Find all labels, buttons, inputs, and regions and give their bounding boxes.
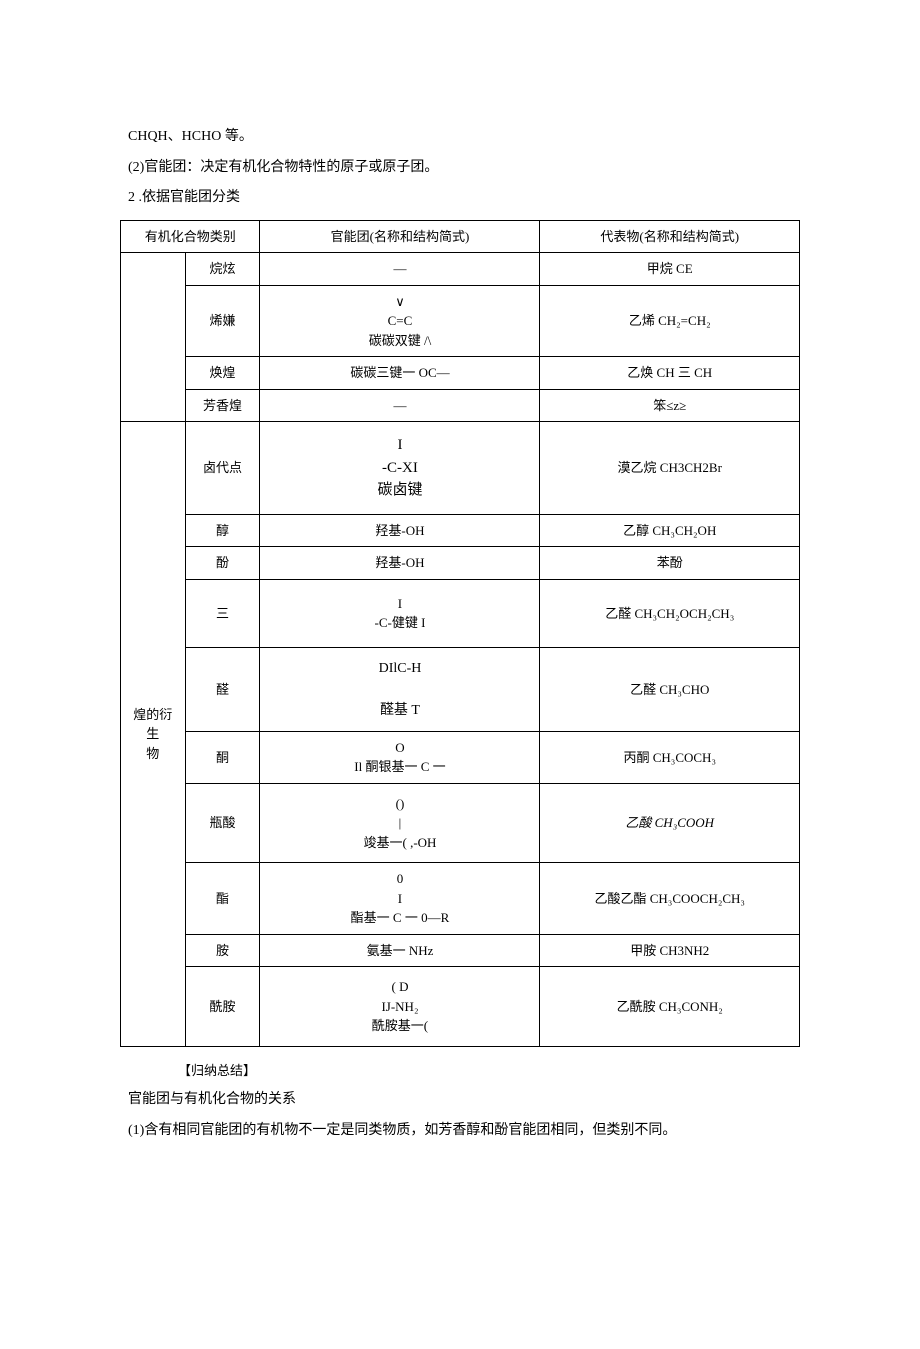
- func-cell: I -C-健键 I: [260, 579, 540, 647]
- summary-line-2: (1)含有相同官能团的有机物不一定是同类物质，如芳香醇和酚官能团相同，但类别不同…: [100, 1118, 820, 1145]
- func-cell: ( D IJ-NH₂ 酰胺基一(: [260, 967, 540, 1047]
- func-cell: —: [260, 253, 540, 286]
- func-cell: I -C-XI 碳卤键: [260, 422, 540, 515]
- func-cell: () | 竣基一( ,-OH: [260, 783, 540, 863]
- subcat-cell: 醛: [185, 647, 260, 731]
- header-category: 有机化合物类别: [121, 220, 260, 253]
- table-row: 烷炫 — 甲烷 CE: [121, 253, 800, 286]
- func-cell: 碳碳三键一 OC—: [260, 357, 540, 390]
- table-row: 酮 O Il 酮银基一 C 一 丙酮 CH₃COCH₃: [121, 731, 800, 783]
- func-cell: O Il 酮银基一 C 一: [260, 731, 540, 783]
- subcat-cell: 焕煌: [185, 357, 260, 390]
- rep-cell: 乙烯 CH₂=CH₂: [540, 285, 800, 357]
- table-row: 酰胺 ( D IJ-NH₂ 酰胺基一( 乙酰胺 CH₃CONH₂: [121, 967, 800, 1047]
- summary-tag: 【归纳总结】: [100, 1059, 820, 1084]
- subcat-cell: 烷炫: [185, 253, 260, 286]
- intro-line-3: 2 .依据官能团分类: [100, 185, 820, 212]
- func-cell: —: [260, 389, 540, 422]
- table-row: 瓶酸 () | 竣基一( ,-OH 乙酸 CH₃COOH: [121, 783, 800, 863]
- rep-cell: 漠乙烷 CH3CH2Br: [540, 422, 800, 515]
- func-cell: 羟基-OH: [260, 514, 540, 547]
- subcat-cell: 酰胺: [185, 967, 260, 1047]
- table-row: 酯 0 I 酯基一 C 一 0—R 乙酸乙酯 CH₃COOCH₂CH₃: [121, 863, 800, 935]
- rep-cell: 丙酮 CH₃COCH₃: [540, 731, 800, 783]
- subcat-cell: 芳香煌: [185, 389, 260, 422]
- rep-cell: 甲烷 CE: [540, 253, 800, 286]
- intro-line-1: CHQH、HCHO 等。: [100, 124, 820, 151]
- rep-cell: 笨≤z≥: [540, 389, 800, 422]
- func-cell: 羟基-OH: [260, 547, 540, 580]
- table-row: 三 I -C-健键 I 乙醛 CH₃CH₂OCH₂CH₃: [121, 579, 800, 647]
- rep-cell: 乙酰胺 CH₃CONH₂: [540, 967, 800, 1047]
- table-row: 胺 氨基一 NHz 甲胺 CH3NH2: [121, 934, 800, 967]
- subcat-cell: 胺: [185, 934, 260, 967]
- subcat-cell: 烯嫌: [185, 285, 260, 357]
- subcat-cell: 三: [185, 579, 260, 647]
- func-cell: ∨ C=C 碳碳双键 /\: [260, 285, 540, 357]
- table-row: 醛 DIlC-H 醛基 T 乙醛 CH₃CHO: [121, 647, 800, 731]
- rep-cell: 甲胺 CH3NH2: [540, 934, 800, 967]
- subcat-cell: 卤代点: [185, 422, 260, 515]
- func-cell: DIlC-H 醛基 T: [260, 647, 540, 731]
- subcat-cell: 酮: [185, 731, 260, 783]
- subcat-cell: 酯: [185, 863, 260, 935]
- table-row: 酚 羟基-OH 苯酚: [121, 547, 800, 580]
- summary-line-1: 官能团与有机化合物的关系: [100, 1087, 820, 1114]
- rep-cell: 乙醇 CH₃CH₂OH: [540, 514, 800, 547]
- group2-cell: 煌的衍生 物: [121, 422, 186, 1047]
- subcat-cell: 瓶酸: [185, 783, 260, 863]
- table-row: 芳香煌 — 笨≤z≥: [121, 389, 800, 422]
- table-row: 醇 羟基-OH 乙醇 CH₃CH₂OH: [121, 514, 800, 547]
- classification-table: 有机化合物类别 官能团(名称和结构简式) 代表物(名称和结构简式) 烷炫 — 甲…: [120, 220, 800, 1047]
- func-cell: 0 I 酯基一 C 一 0—R: [260, 863, 540, 935]
- rep-cell: 乙醛 CH₃CH₂OCH₂CH₃: [540, 579, 800, 647]
- header-representative: 代表物(名称和结构简式): [540, 220, 800, 253]
- func-cell: 氨基一 NHz: [260, 934, 540, 967]
- header-functional: 官能团(名称和结构简式): [260, 220, 540, 253]
- rep-cell: 苯酚: [540, 547, 800, 580]
- subcat-cell: 醇: [185, 514, 260, 547]
- table-header-row: 有机化合物类别 官能团(名称和结构简式) 代表物(名称和结构简式): [121, 220, 800, 253]
- rep-cell: 乙焕 CH 三 CH: [540, 357, 800, 390]
- table-row: 焕煌 碳碳三键一 OC— 乙焕 CH 三 CH: [121, 357, 800, 390]
- table-row: 煌的衍生 物 卤代点 I -C-XI 碳卤键 漠乙烷 CH3CH2Br: [121, 422, 800, 515]
- group1-cell: [121, 253, 186, 422]
- rep-cell: 乙酸乙酯 CH₃COOCH₂CH₃: [540, 863, 800, 935]
- subcat-cell: 酚: [185, 547, 260, 580]
- intro-line-2: (2)官能团：决定有机化合物特性的原子或原子团。: [100, 155, 820, 182]
- rep-cell: 乙酸 CH₃COOH: [540, 783, 800, 863]
- rep-cell: 乙醛 CH₃CHO: [540, 647, 800, 731]
- table-row: 烯嫌 ∨ C=C 碳碳双键 /\ 乙烯 CH₂=CH₂: [121, 285, 800, 357]
